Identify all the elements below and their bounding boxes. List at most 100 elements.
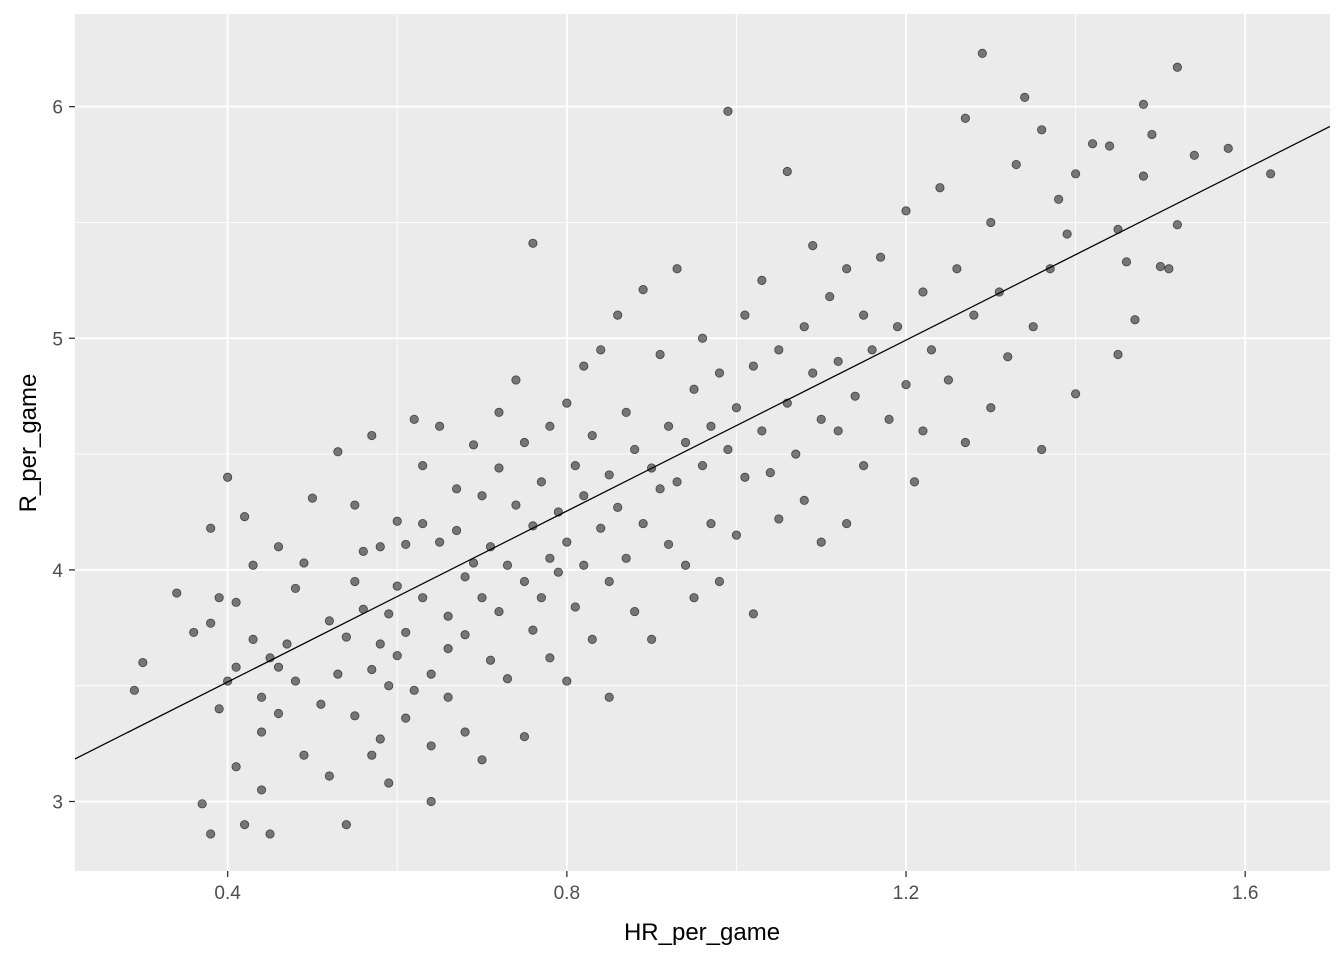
data-point (273, 708, 284, 719)
data-point (740, 310, 750, 320)
data-point (375, 734, 385, 744)
data-point (1071, 169, 1081, 179)
y-tick-label: 5 (52, 329, 63, 350)
x-tick-label: 0.4 (214, 883, 241, 904)
data-point (545, 421, 555, 431)
data-point (239, 820, 250, 830)
scatter-points (129, 48, 1276, 839)
data-point (901, 379, 911, 390)
data-point (341, 820, 351, 830)
data-point (536, 593, 546, 603)
data-point (918, 287, 928, 297)
data-point (206, 618, 216, 628)
data-point (409, 414, 419, 424)
data-point (791, 449, 801, 459)
data-point (689, 384, 699, 394)
data-point (443, 644, 453, 654)
data-point (553, 567, 563, 577)
data-point (519, 437, 530, 448)
data-point (256, 727, 267, 737)
data-point (206, 829, 216, 839)
data-point (375, 639, 385, 649)
data-point (935, 183, 945, 193)
data-point (409, 685, 419, 695)
data-point (536, 477, 546, 487)
data-point (367, 664, 377, 675)
data-point (384, 778, 394, 788)
data-point (782, 166, 792, 177)
y-tick-label: 3 (52, 793, 63, 814)
data-point (570, 461, 580, 471)
data-point (833, 426, 843, 436)
data-point (960, 437, 970, 448)
data-point (723, 106, 733, 116)
data-point (290, 583, 301, 594)
data-point (706, 421, 716, 431)
data-point (231, 762, 241, 772)
data-point (502, 560, 513, 570)
data-point (477, 491, 487, 501)
data-point (1130, 315, 1140, 325)
data-point (765, 468, 775, 478)
data-point (562, 398, 572, 408)
data-point (630, 444, 640, 455)
data-point (859, 461, 869, 471)
data-point (1189, 150, 1199, 160)
data-point (774, 514, 784, 524)
data-point (680, 437, 691, 448)
data-point (952, 264, 962, 274)
data-point (638, 285, 648, 295)
data-point (367, 430, 377, 441)
data-point (239, 512, 250, 522)
data-point (1121, 257, 1132, 267)
data-point (172, 588, 182, 598)
data-point (223, 472, 233, 482)
data-point (867, 345, 877, 355)
data-point (460, 727, 470, 737)
data-point (1266, 169, 1276, 179)
data-point (562, 676, 572, 686)
data-point (494, 463, 504, 473)
data-point (324, 616, 334, 626)
data-point (443, 692, 453, 702)
data-point (613, 310, 623, 320)
data-point (256, 785, 267, 795)
data-point (502, 674, 513, 684)
data-point (375, 542, 385, 552)
data-point (714, 576, 725, 587)
data-point (680, 560, 691, 570)
data-point (723, 444, 733, 455)
data-point (324, 771, 334, 781)
data-point (909, 477, 920, 487)
data-point (748, 361, 758, 371)
data-point (206, 523, 216, 533)
data-point (816, 537, 826, 547)
data-point (528, 238, 538, 248)
data-point (1172, 220, 1182, 230)
data-point (655, 484, 665, 494)
data-point (129, 685, 139, 695)
data-point (299, 750, 309, 760)
data-point (435, 421, 445, 431)
data-point (477, 755, 487, 765)
data-point (731, 530, 742, 540)
data-point (926, 345, 937, 355)
data-point (604, 576, 614, 587)
data-point (621, 407, 631, 417)
data-point (341, 632, 351, 642)
data-point (672, 264, 682, 274)
data-point (859, 310, 869, 320)
data-point (214, 593, 224, 603)
data-point (418, 518, 428, 529)
data-point (477, 593, 487, 603)
data-point (1003, 352, 1013, 362)
x-axis-ticks: 0.4 0.8 1.2 1.6 (214, 871, 1258, 904)
data-point (494, 407, 504, 417)
data-point (808, 241, 818, 251)
data-point (1172, 62, 1182, 72)
data-point (816, 414, 826, 424)
y-axis-ticks: 3 4 5 6 (52, 98, 75, 814)
data-point (579, 491, 589, 501)
data-point (884, 414, 894, 424)
data-point (401, 627, 411, 638)
